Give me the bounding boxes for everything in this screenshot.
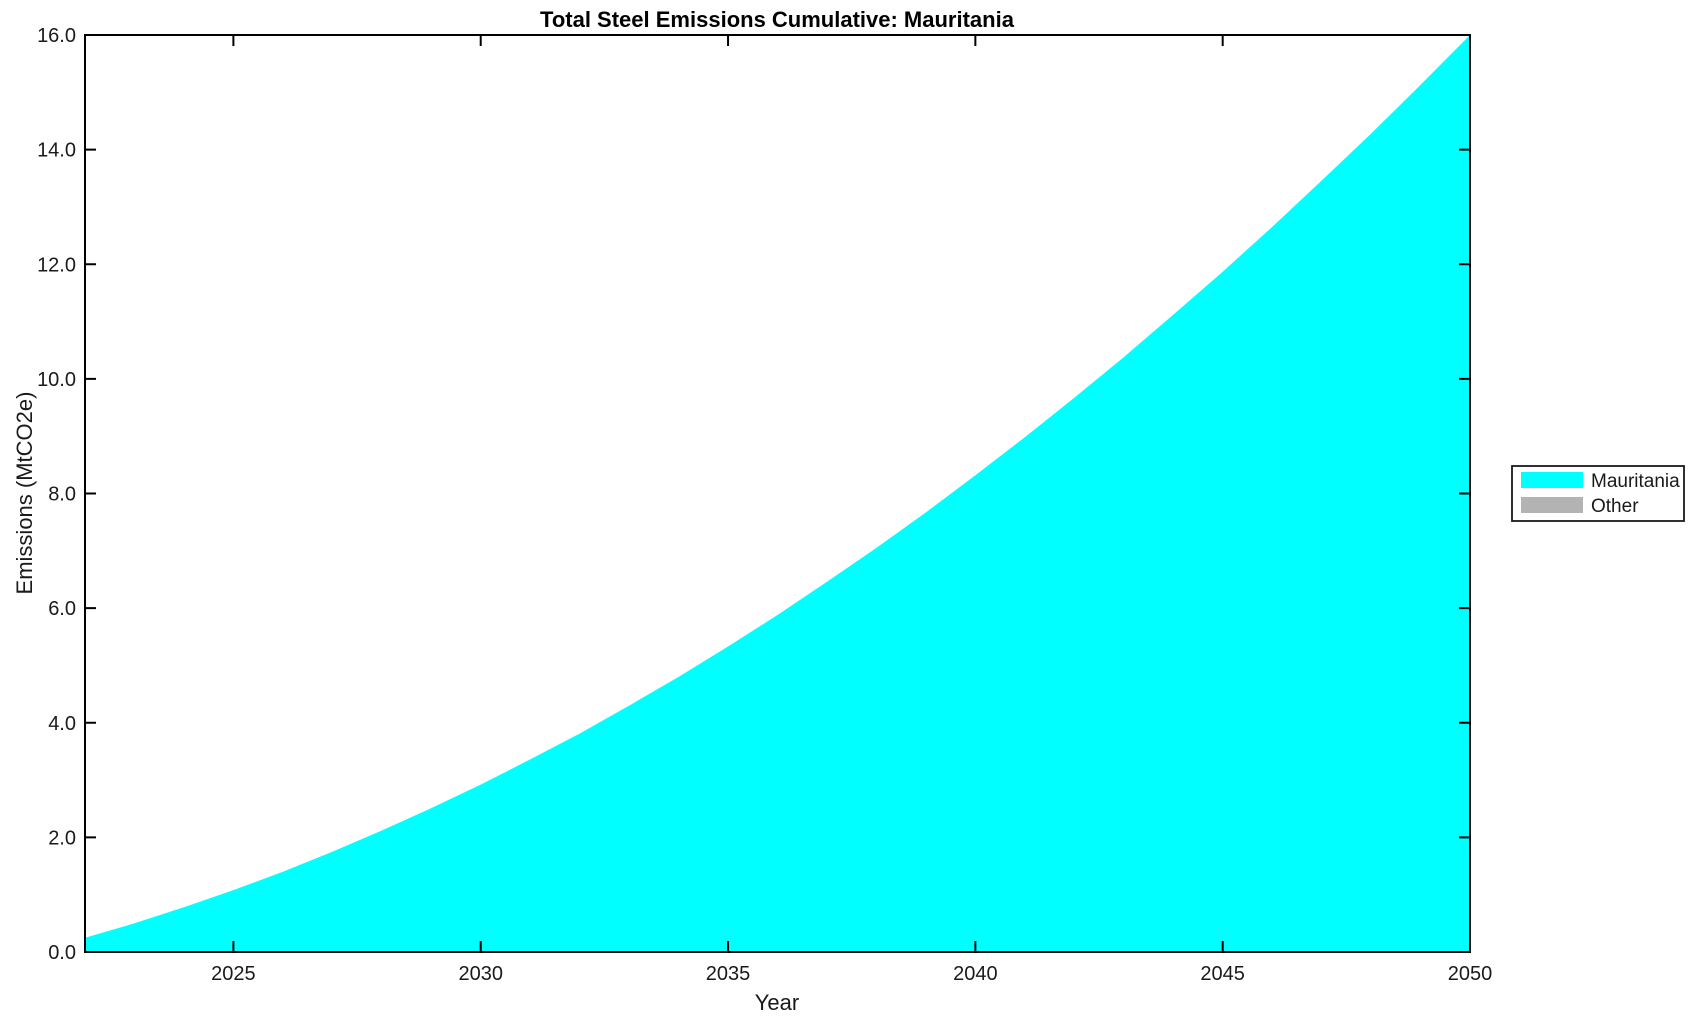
legend: Mauritania Other — [1511, 465, 1685, 522]
x-tick-label-2030: 2030 — [458, 963, 503, 985]
x-tick-label-2050: 2050 — [1448, 963, 1493, 985]
legend-swatch-mauritania — [1521, 472, 1583, 488]
legend-label-mauritania: Mauritania — [1591, 471, 1680, 492]
y-tick-label-0.0: 0.0 — [48, 942, 76, 964]
y-tick-label-8.0: 8.0 — [48, 484, 76, 506]
x-axis-tick-labels: 2025 2030 2035 2040 2045 2050 — [211, 963, 1492, 985]
x-tick-label-2035: 2035 — [706, 963, 751, 985]
x-tick-label-2025: 2025 — [211, 963, 256, 985]
legend-swatch-other — [1521, 497, 1583, 513]
y-axis-label: Emissions (MtCO2e) — [12, 392, 37, 595]
y-tick-label-2.0: 2.0 — [48, 827, 76, 849]
x-tick-label-2040: 2040 — [953, 963, 998, 985]
legend-label-other: Other — [1591, 496, 1639, 517]
y-tick-label-4.0: 4.0 — [48, 713, 76, 735]
y-tick-label-6.0: 6.0 — [48, 598, 76, 620]
x-axis-label: Year — [755, 990, 799, 1015]
y-tick-label-12.0: 12.0 — [37, 254, 76, 276]
y-tick-label-16.0: 16.0 — [37, 25, 76, 47]
y-axis-tick-labels: 0.0 2.0 4.0 6.0 8.0 10.0 12.0 14.0 16.0 — [37, 25, 76, 964]
x-tick-label-2045: 2045 — [1200, 963, 1245, 985]
chart-title: Total Steel Emissions Cumulative: Maurit… — [540, 7, 1015, 32]
y-tick-label-10.0: 10.0 — [37, 369, 76, 391]
area-series-mauritania — [85, 35, 1470, 952]
axis-ticks — [85, 34, 1471, 953]
y-tick-label-14.0: 14.0 — [37, 140, 76, 162]
